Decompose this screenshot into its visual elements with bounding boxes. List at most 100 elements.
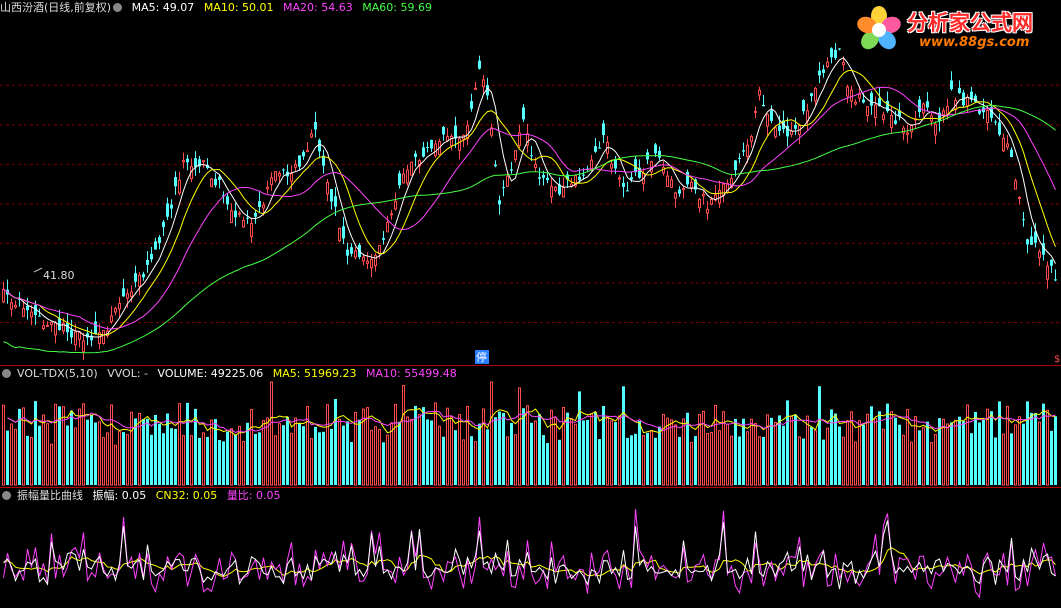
candle-body — [18, 298, 21, 300]
candle-body — [62, 322, 65, 332]
candle-body — [1042, 243, 1045, 255]
candle-body — [666, 175, 669, 188]
candle-body — [394, 200, 397, 210]
candle-body — [802, 100, 805, 112]
volume-ma10-legend: MA10: 55499.48 — [365, 367, 457, 380]
candle-body — [626, 190, 629, 192]
candle-body — [514, 150, 517, 160]
candle-body — [78, 331, 81, 340]
volume-bar — [250, 409, 253, 486]
volume-bar — [658, 426, 661, 485]
candle-body — [98, 332, 101, 345]
dropdown-icon[interactable] — [113, 3, 123, 12]
volume-bar — [54, 403, 57, 486]
candle-body — [826, 61, 829, 67]
candle-body — [230, 210, 233, 223]
volume-bar — [1006, 405, 1009, 486]
candle-body — [682, 188, 685, 191]
candle-body — [398, 173, 401, 186]
candle-body — [994, 121, 997, 123]
candle-body — [498, 200, 501, 205]
candle-body — [66, 322, 69, 333]
stock-name[interactable]: 山西汾酒 — [0, 1, 44, 14]
candle-body — [670, 179, 673, 188]
volume-bar — [254, 433, 257, 485]
volume-bar — [958, 416, 961, 485]
volume-bar — [966, 404, 969, 486]
candle-body — [850, 89, 853, 102]
candle-body — [158, 237, 161, 244]
site-logo[interactable]: 分析家公式网 www.88gs.com — [855, 3, 1055, 55]
candle-body — [674, 192, 677, 199]
volume-bar — [410, 418, 413, 486]
volume-bar — [342, 425, 345, 485]
candle-body — [750, 136, 753, 142]
volume-bar — [686, 412, 689, 485]
volume-bar — [846, 420, 849, 486]
candle-body — [202, 160, 205, 163]
candle-body — [226, 196, 229, 205]
amp-indicator-name[interactable]: 振幅量比曲线 — [17, 489, 83, 502]
volume-bar — [642, 435, 645, 486]
volume-bar — [94, 422, 97, 485]
candle-body — [1026, 239, 1029, 245]
candle-body — [290, 173, 293, 182]
candle-body — [306, 149, 309, 153]
volume-bar — [274, 435, 277, 486]
candle-body — [334, 196, 337, 207]
candle-body — [634, 159, 637, 173]
volume-bar — [1042, 403, 1045, 485]
volume-bar — [98, 421, 101, 486]
volume-bar — [174, 428, 177, 485]
volume-bar — [286, 416, 289, 485]
candle-body — [1046, 265, 1049, 280]
candle-body — [1014, 180, 1017, 190]
volume-bar — [766, 414, 769, 486]
candlesticks[interactable] — [2, 43, 1058, 360]
volume-bar — [1038, 421, 1041, 486]
candle-body — [638, 167, 641, 178]
volume-bar — [318, 432, 321, 485]
volume-bars[interactable] — [2, 381, 1058, 486]
dropdown-icon[interactable] — [2, 369, 11, 378]
candle-body — [794, 125, 797, 129]
logo-url: www.88gs.com — [919, 35, 1030, 50]
candle-body — [262, 204, 265, 209]
volume-bar — [450, 416, 453, 486]
volume-bar — [526, 405, 529, 486]
candle-body — [886, 100, 889, 112]
volume-bar — [822, 439, 825, 485]
volume-indicator-name[interactable]: VOL-TDX(5,10) — [17, 367, 98, 380]
volume-bar — [690, 441, 693, 486]
volume-bar — [574, 423, 577, 486]
dropdown-icon[interactable] — [2, 491, 11, 500]
candle-body — [542, 175, 545, 178]
chart-period[interactable]: (日线,前复权) — [44, 1, 112, 14]
candle-body — [458, 138, 461, 151]
volume-bar — [638, 420, 641, 485]
volume-bar — [830, 409, 833, 485]
volume-bar — [514, 434, 517, 486]
candle-body — [362, 256, 365, 262]
volume-bar — [802, 438, 805, 485]
volume-bar — [242, 441, 245, 486]
candle-body — [910, 124, 913, 133]
volume-bar — [74, 427, 77, 486]
halt-marker-box[interactable] — [475, 350, 489, 364]
volume-bar — [602, 406, 605, 485]
volume-bar — [826, 427, 829, 486]
volume-bar — [714, 405, 717, 486]
amp-legend: 振幅: 0.05 — [92, 489, 147, 502]
candle-body — [554, 186, 557, 192]
volume-bar — [798, 436, 801, 486]
volume-bar — [346, 421, 349, 485]
volume-bar — [90, 415, 93, 485]
candle-body — [122, 288, 125, 297]
candle-body — [622, 182, 625, 187]
candle-body — [22, 308, 25, 317]
candle-body — [466, 125, 469, 140]
candle-body — [842, 62, 845, 66]
volume-bar — [878, 411, 881, 485]
volume-bar — [942, 418, 945, 486]
